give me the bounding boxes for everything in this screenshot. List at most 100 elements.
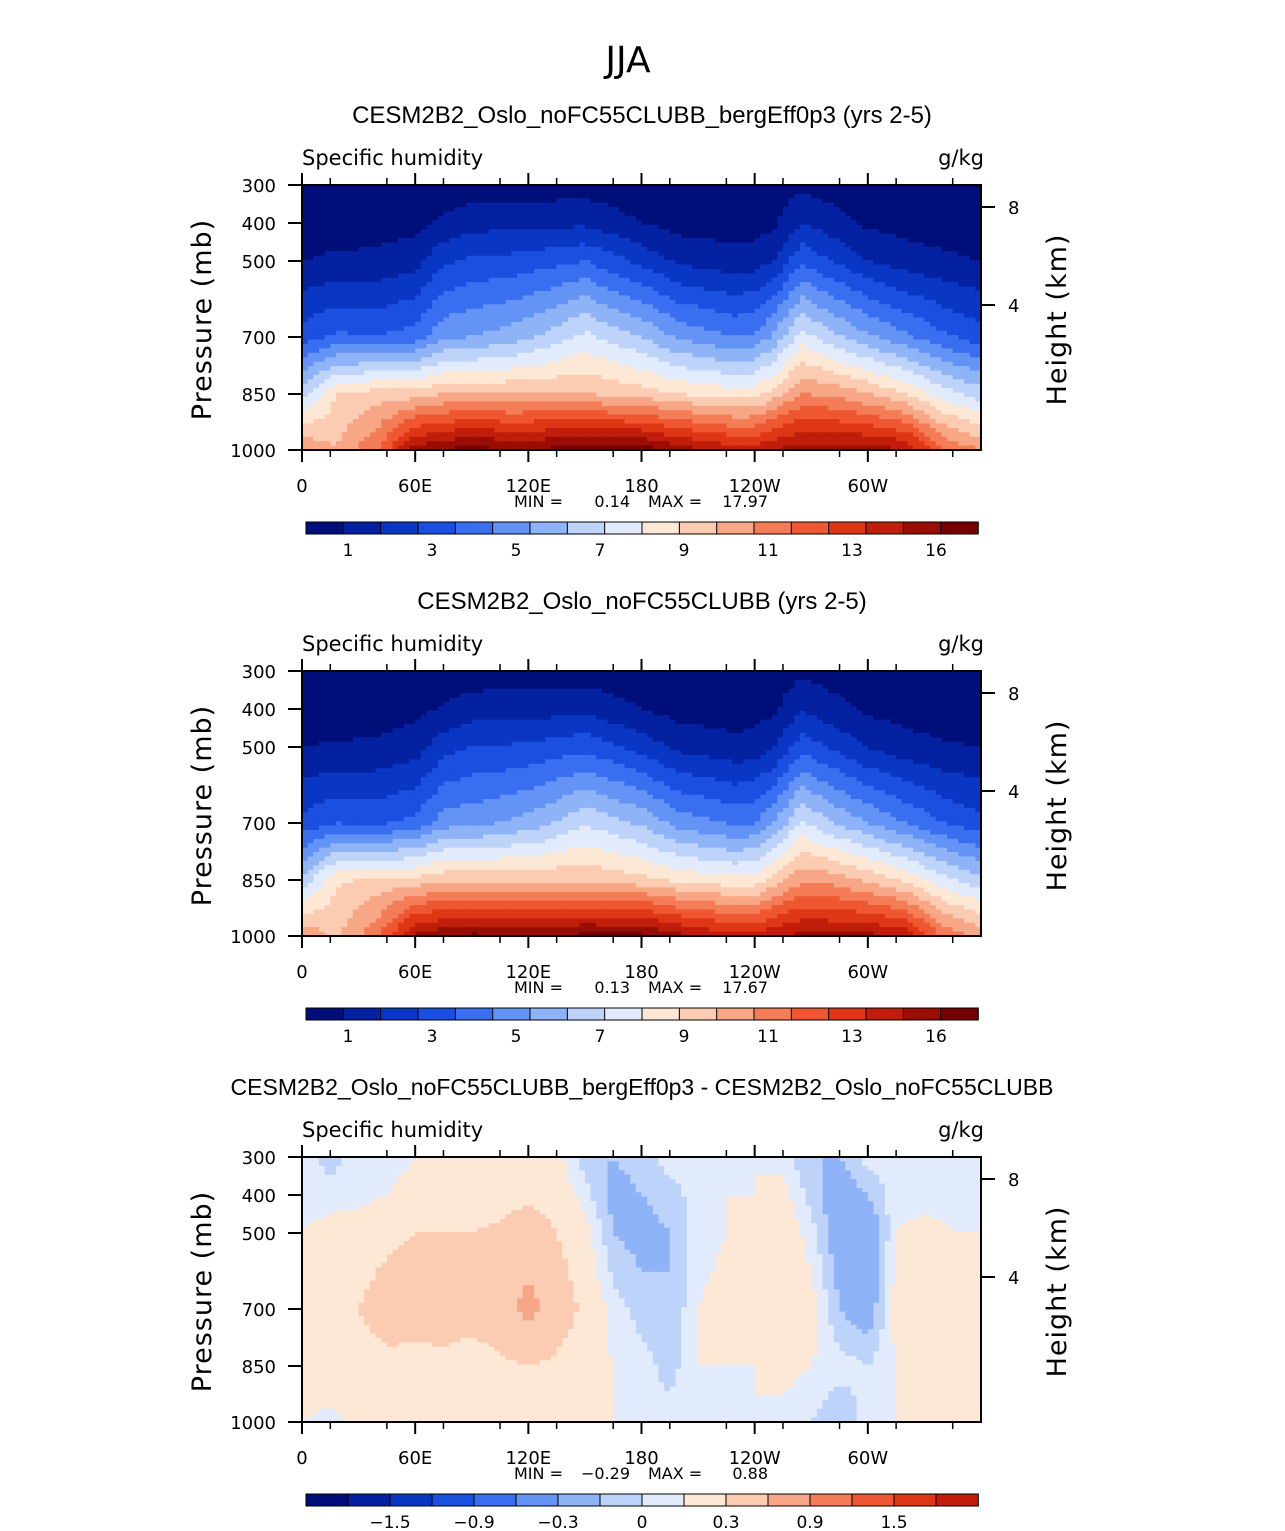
field-cell	[681, 291, 687, 296]
field-cell	[749, 331, 755, 336]
field-cell	[896, 335, 902, 340]
field-cell	[834, 362, 840, 367]
field-cell	[455, 287, 461, 292]
field-cell	[449, 238, 455, 243]
field-cell	[698, 326, 704, 331]
field-cell	[941, 234, 947, 239]
field-cell	[777, 304, 783, 309]
field-cell	[879, 212, 885, 217]
field-cell	[743, 247, 749, 252]
field-cell	[415, 304, 421, 309]
field-cell	[800, 340, 806, 345]
field-cell	[681, 260, 687, 265]
field-cell	[924, 207, 930, 212]
field-cell	[811, 207, 817, 212]
field-cell	[432, 282, 438, 287]
field-cell	[755, 357, 761, 362]
field-cell	[851, 295, 857, 300]
field-cell	[557, 304, 563, 309]
field-cell	[777, 362, 783, 367]
field-cell	[964, 251, 970, 256]
field-cell	[704, 348, 710, 353]
field-cell	[857, 216, 863, 221]
field-cell	[941, 260, 947, 265]
field-cell	[472, 353, 478, 358]
field-cell	[370, 291, 376, 296]
field-cell	[857, 225, 863, 230]
field-cell	[726, 291, 732, 296]
field-cell	[953, 353, 959, 358]
field-cell	[325, 340, 331, 345]
field-cell	[460, 256, 466, 261]
field-cell	[591, 269, 597, 274]
field-cell	[432, 278, 438, 283]
field-cell	[738, 251, 744, 256]
field-cell	[545, 335, 551, 340]
field-cell	[958, 340, 964, 345]
field-cell	[953, 331, 959, 336]
field-cell	[738, 273, 744, 278]
field-cell	[828, 304, 834, 309]
field-cell	[913, 291, 919, 296]
field-cell	[313, 291, 319, 296]
field-cell	[528, 242, 534, 247]
field-cell	[404, 238, 410, 243]
field-cell	[319, 309, 325, 314]
field-cell	[924, 251, 930, 256]
field-cell	[670, 242, 676, 247]
field-cell	[687, 278, 693, 283]
field-cell	[783, 203, 789, 208]
field-cell	[523, 348, 529, 353]
field-cell	[936, 287, 942, 292]
field-cell	[964, 340, 970, 345]
field-cell	[410, 344, 416, 349]
field-cell	[359, 256, 365, 261]
field-cell	[726, 203, 732, 208]
field-cell	[562, 220, 568, 225]
field-cell	[466, 212, 472, 217]
field-cell	[743, 278, 749, 283]
field-cell	[970, 335, 976, 340]
field-cell	[381, 189, 387, 194]
field-cell	[930, 287, 936, 292]
field-cell	[426, 242, 432, 247]
field-cell	[426, 265, 432, 270]
field-cell	[319, 366, 325, 371]
field-cell	[364, 212, 370, 217]
field-cell	[868, 242, 874, 247]
field-cell	[760, 225, 766, 230]
field-cell	[907, 309, 913, 314]
field-cell	[506, 348, 512, 353]
field-cell	[681, 212, 687, 217]
field-cell	[319, 198, 325, 203]
field-cell	[455, 291, 461, 296]
field-cell	[353, 304, 359, 309]
field-cell	[919, 348, 925, 353]
field-cell	[426, 348, 432, 353]
field-cell	[591, 318, 597, 323]
field-cell	[596, 247, 602, 252]
field-cell	[432, 273, 438, 278]
field-cell	[432, 269, 438, 274]
field-cell	[794, 353, 800, 358]
field-cell	[919, 256, 925, 261]
field-cell	[500, 229, 506, 234]
field-cell	[370, 282, 376, 287]
field-cell	[591, 357, 597, 362]
field-cell	[772, 220, 778, 225]
field-cell	[517, 304, 523, 309]
field-cell	[760, 282, 766, 287]
field-cell	[823, 251, 829, 256]
field-cell	[398, 366, 404, 371]
field-cell	[823, 291, 829, 296]
field-cell	[953, 203, 959, 208]
field-cell	[919, 225, 925, 230]
field-cell	[376, 340, 382, 345]
field-cell	[772, 203, 778, 208]
field-cell	[608, 357, 614, 362]
field-cell	[336, 331, 342, 336]
field-cell	[613, 194, 619, 199]
field-cell	[704, 309, 710, 314]
field-cell	[885, 247, 891, 252]
field-cell	[857, 348, 863, 353]
